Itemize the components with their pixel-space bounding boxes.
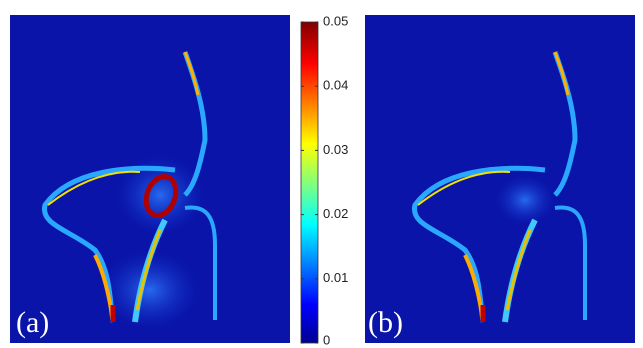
panel-a: (a) bbox=[10, 15, 290, 343]
panel-label: (a) bbox=[16, 306, 49, 339]
tick-label: 0.01 bbox=[323, 270, 348, 285]
ring bbox=[143, 174, 179, 218]
panel-label: (b) bbox=[368, 306, 403, 339]
panel-b: (b) bbox=[365, 15, 635, 343]
glow bbox=[495, 175, 555, 225]
tick-label: 0.03 bbox=[323, 142, 348, 157]
colorbar-scale bbox=[300, 21, 319, 344]
tick-label: 0.05 bbox=[323, 13, 348, 28]
glow bbox=[115, 155, 205, 235]
tick-label: 0.02 bbox=[323, 206, 348, 221]
glow bbox=[100, 250, 200, 330]
colorbar: 0 0.01 0.02 0.03 0.04 0.05 bbox=[300, 13, 348, 347]
tick-label: 0.04 bbox=[323, 78, 348, 93]
heatmap-b bbox=[365, 15, 635, 343]
tick-label: 0 bbox=[323, 332, 330, 347]
